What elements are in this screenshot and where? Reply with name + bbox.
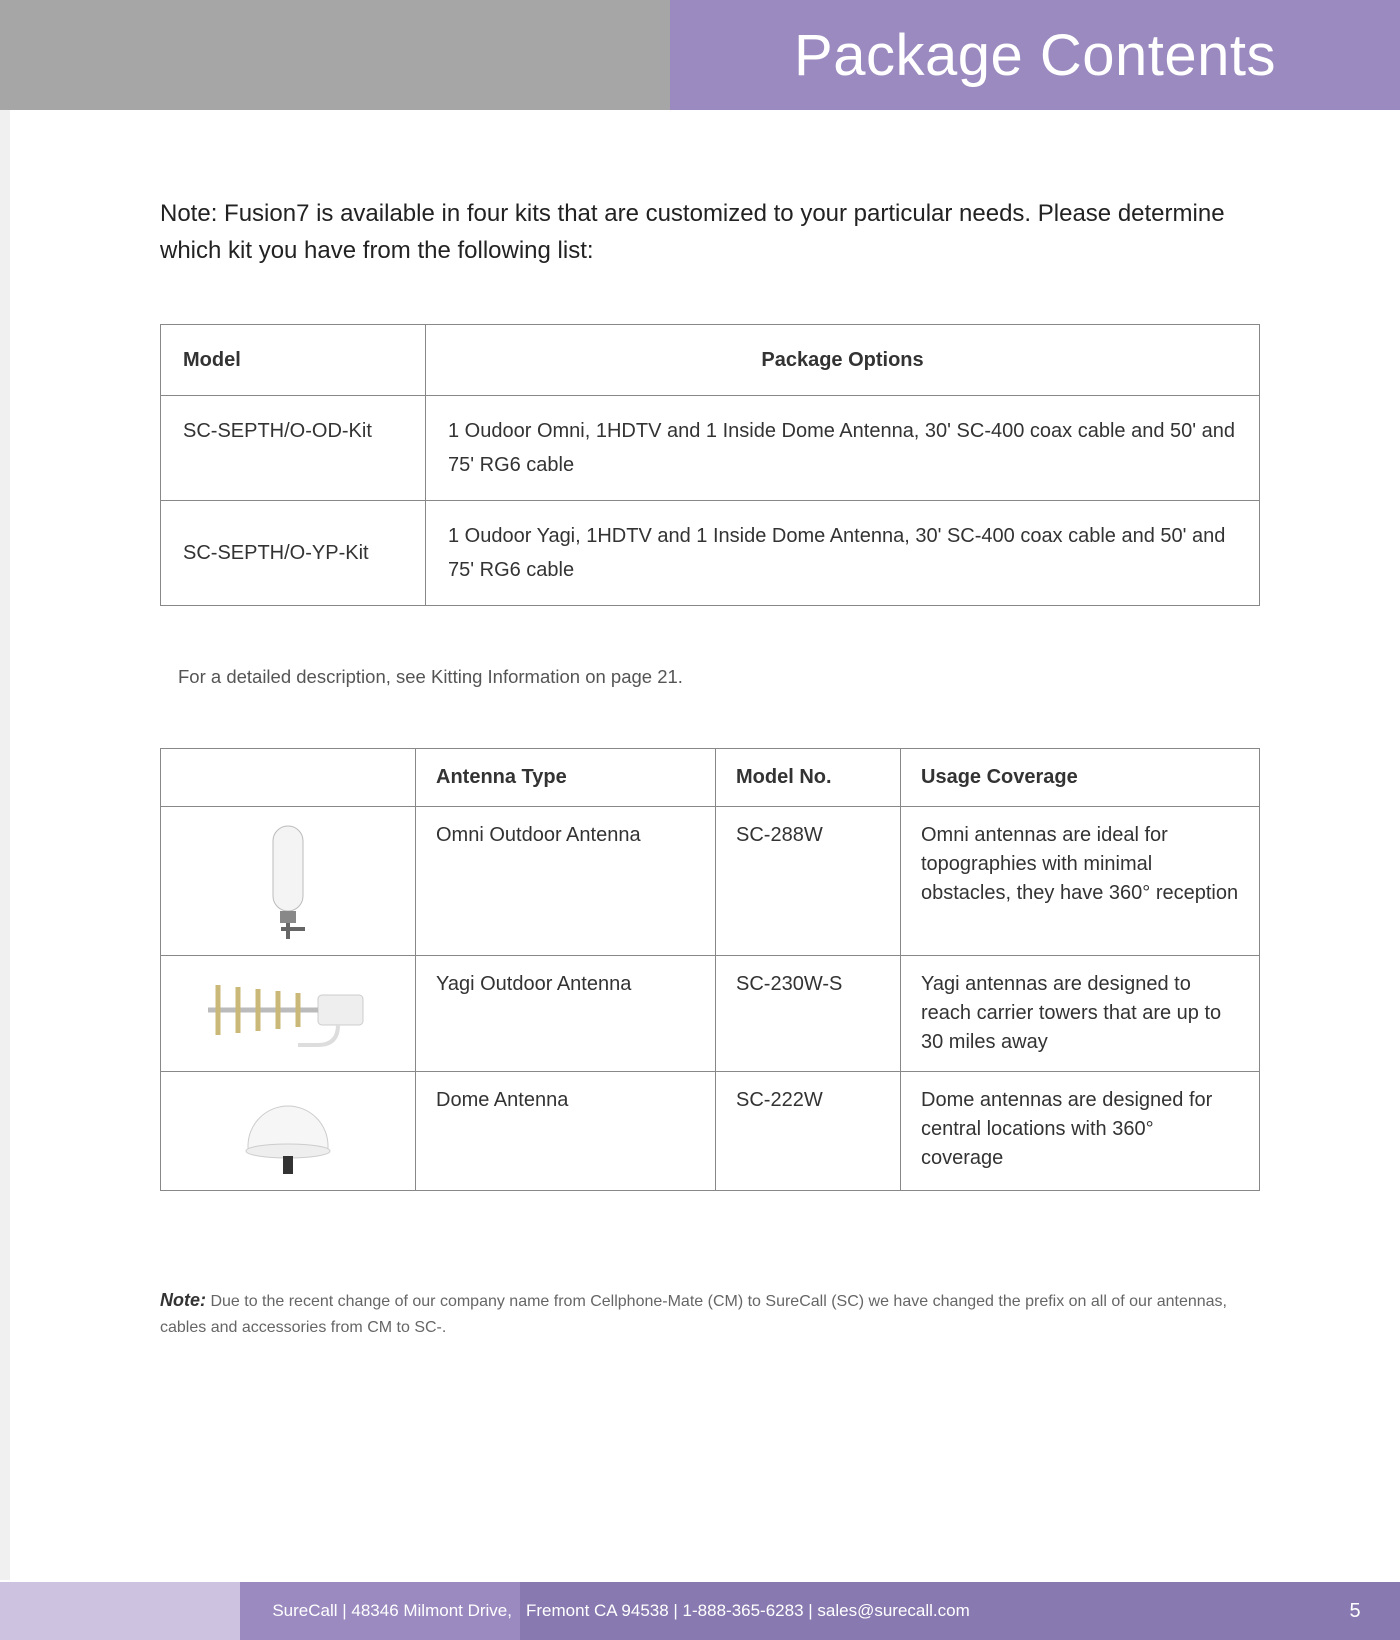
antenna-image-cell — [161, 956, 416, 1072]
footer-address-right: Fremont CA 94538 | 1-888-365-6283 | sale… — [520, 1582, 1310, 1640]
cell-model: SC-SEPTH/O-OD-Kit — [161, 396, 426, 501]
cell-usage: Dome antennas are designed for central l… — [901, 1072, 1260, 1191]
cell-usage: Yagi antennas are designed to reach carr… — [901, 956, 1260, 1072]
content-area: Note: Fusion7 is available in four kits … — [160, 195, 1260, 1341]
cell-options: 1 Oudoor Omni, 1HDTV and 1 Inside Dome A… — [426, 396, 1260, 501]
header-grey-block — [0, 0, 670, 110]
antenna-image-cell — [161, 1072, 416, 1191]
footnote: Note: Due to the recent change of our co… — [160, 1286, 1260, 1340]
table-header-row: Model Package Options — [161, 325, 1260, 396]
cell-usage: Omni antennas are ideal for topographies… — [901, 807, 1260, 956]
page-title: Package Contents — [794, 22, 1276, 89]
footer-block-light — [0, 1582, 240, 1640]
cell-model: SC-288W — [716, 807, 901, 956]
table-row: Yagi Outdoor Antenna SC-230W-S Yagi ante… — [161, 956, 1260, 1072]
cell-model: SC-222W — [716, 1072, 901, 1191]
see-detail-text: For a detailed description, see Kitting … — [160, 666, 1260, 688]
table-row: Dome Antenna SC-222W Dome antennas are d… — [161, 1072, 1260, 1191]
table-row: SC-SEPTH/O-YP-Kit 1 Oudoor Yagi, 1HDTV a… — [161, 501, 1260, 606]
cell-type: Dome Antenna — [416, 1072, 716, 1191]
table-row: Omni Outdoor Antenna SC-288W Omni antenn… — [161, 807, 1260, 956]
cell-model: SC-230W-S — [716, 956, 901, 1072]
omni-antenna-icon — [233, 821, 343, 941]
antenna-table: Antenna Type Model No. Usage Coverage Om… — [160, 748, 1260, 1191]
footnote-text: Due to the recent change of our company … — [160, 1293, 1227, 1336]
cell-options: 1 Oudoor Yagi, 1HDTV and 1 Inside Dome A… — [426, 501, 1260, 606]
page-number: 5 — [1310, 1582, 1400, 1640]
footer-bar: SureCall | 48346 Milmont Drive, Fremont … — [0, 1582, 1400, 1640]
col-header-options: Package Options — [426, 325, 1260, 396]
col-header-model: Model — [161, 325, 426, 396]
yagi-antenna-icon — [198, 970, 378, 1050]
dome-antenna-icon — [228, 1086, 348, 1176]
footer-address-left: SureCall | 48346 Milmont Drive, — [240, 1582, 520, 1640]
col-header-image — [161, 749, 416, 807]
antenna-image-cell — [161, 807, 416, 956]
footnote-lead: Note: — [160, 1290, 206, 1310]
cell-type: Omni Outdoor Antenna — [416, 807, 716, 956]
header-bar: Package Contents — [0, 0, 1400, 110]
cell-model: SC-SEPTH/O-YP-Kit — [161, 501, 426, 606]
cell-type: Yagi Outdoor Antenna — [416, 956, 716, 1072]
col-header-type: Antenna Type — [416, 749, 716, 807]
page: Package Contents Note: Fusion7 is availa… — [0, 0, 1400, 1640]
col-header-usage: Usage Coverage — [901, 749, 1260, 807]
table-header-row: Antenna Type Model No. Usage Coverage — [161, 749, 1260, 807]
left-margin-strip — [0, 110, 10, 1580]
col-header-model: Model No. — [716, 749, 901, 807]
intro-note: Note: Fusion7 is available in four kits … — [160, 195, 1260, 269]
table-row: SC-SEPTH/O-OD-Kit 1 Oudoor Omni, 1HDTV a… — [161, 396, 1260, 501]
header-purple-block: Package Contents — [670, 0, 1400, 110]
package-options-table: Model Package Options SC-SEPTH/O-OD-Kit … — [160, 324, 1260, 606]
